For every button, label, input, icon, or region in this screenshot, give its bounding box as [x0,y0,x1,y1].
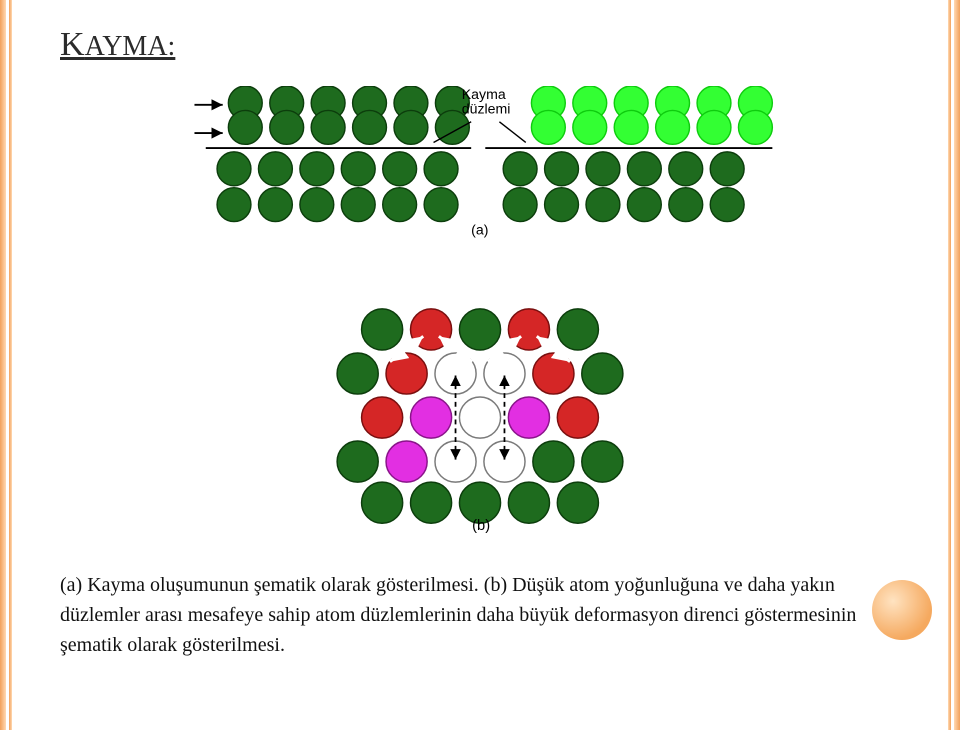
atom-circle [656,110,690,144]
atom-circle [337,353,378,394]
atom-circle [411,309,452,350]
atom-circle [533,441,574,482]
atom-circle [614,110,648,144]
atom-circle [411,482,452,523]
atom-circle [508,482,549,523]
atom-circle [300,188,334,222]
atom-circle [217,188,251,222]
atom-circle [627,188,661,222]
atom-circle [582,353,623,394]
atom-circle [531,110,565,144]
atom-circle [424,152,458,186]
diagram-b: (b) [320,305,640,535]
atom-circle [258,152,292,186]
atom-circle [503,188,537,222]
slide: KAYMA: Kaymadüzlemi (a) (b) (a) Kayma olu… [0,0,960,730]
atom-circle [341,188,375,222]
page-title: KAYMA: [60,26,175,64]
title-initial: K [60,26,85,63]
atom-circle [669,188,703,222]
atom-circle [337,441,378,482]
caption-line-a: (a) Kayma oluşumunun şematik olarak göst… [60,574,479,596]
atom-circle [545,188,579,222]
atom-circle [459,309,500,350]
atom-circle [270,110,304,144]
decor-circle [872,580,932,640]
atom-circle [258,188,292,222]
atom-circle [217,152,251,186]
left-border [0,0,16,730]
atom-circle [508,309,549,350]
atom-circle [710,188,744,222]
atom-circle [311,110,345,144]
atom-circle [557,397,598,438]
atom-circle [362,309,403,350]
atom-circle [386,441,427,482]
diagram-label: (a) [471,222,488,238]
atom-circle [586,188,620,222]
atom-circle [557,482,598,523]
atom-circle [424,188,458,222]
atom-circle [383,152,417,186]
atom-circle [573,110,607,144]
atom-circle [557,309,598,350]
right-border [944,0,960,730]
atom-circle [738,110,772,144]
atom-circle [669,152,703,186]
diagram-a: Kaymadüzlemi (a) [170,86,810,246]
atom-circle [300,152,334,186]
atom-circle [710,152,744,186]
caption-text: (a) Kayma oluşumunun şematik olarak göst… [60,570,880,660]
atom-circle [411,397,452,438]
atom-circle [353,110,387,144]
atom-circle [362,482,403,523]
atom-circle [582,441,623,482]
atom-circle [508,397,549,438]
atom-circle [362,397,403,438]
title-rest: AYMA: [85,31,176,62]
atom-circle [459,482,500,523]
diagram-label: (b) [472,518,490,534]
atom-circle [394,110,428,144]
atom-circle [459,397,500,438]
atom-circle [697,110,731,144]
atom-circle [586,152,620,186]
atom-circle [341,152,375,186]
atom-circle [383,188,417,222]
atom-circle [545,152,579,186]
atom-circle [503,152,537,186]
atom-circle [627,152,661,186]
atom-circle [228,110,262,144]
line [499,122,525,143]
diagram-label: Kaymadüzlemi [462,86,511,116]
